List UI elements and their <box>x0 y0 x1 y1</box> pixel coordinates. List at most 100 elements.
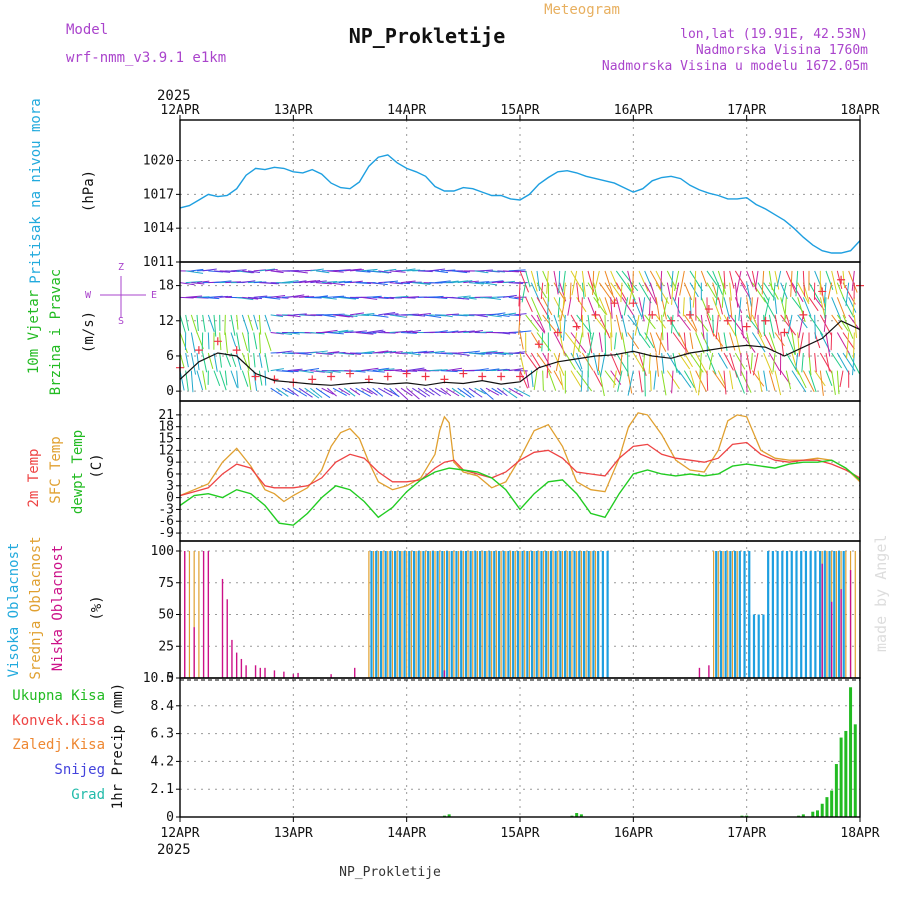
wind-arrow <box>751 353 752 369</box>
x-tick-label-bottom: 18APR <box>840 826 879 841</box>
pressure-label: Pritisak na nivou mora <box>28 98 44 283</box>
y-tick-label: 10.5 <box>143 671 174 686</box>
wind-arrow <box>667 333 668 351</box>
x-tick-label-bottom: 16APR <box>614 826 653 841</box>
temp-2m-label: 2m Temp <box>26 448 42 507</box>
high-cloud-bar <box>437 551 439 678</box>
high-cloud-bar <box>748 615 750 679</box>
wind-arrow <box>599 333 602 353</box>
wind-arrow <box>237 353 241 370</box>
wind-arrow <box>248 315 253 331</box>
wind-arrow <box>554 271 558 294</box>
mid-cloud-label: Srednja Oblacnost <box>28 536 44 679</box>
wind-arrow <box>203 353 207 372</box>
high-cloud-bar <box>555 551 557 678</box>
wind-arrow <box>678 297 679 317</box>
wind-arrow <box>639 371 642 393</box>
high-cloud-bar <box>739 551 741 678</box>
high-cloud-bar <box>781 551 783 678</box>
y-tick-label: 100 <box>151 544 174 559</box>
precip-conv-label: Konvek.Kisa <box>12 713 105 729</box>
wind-arrow <box>679 315 691 331</box>
wind-arrow <box>424 388 435 395</box>
wind-arrow <box>526 315 539 332</box>
y-tick-label: 75 <box>158 576 174 591</box>
wind-arrow <box>684 283 691 300</box>
high-cloud-bar <box>413 551 415 678</box>
precip-frz-label: Zaledj.Kisa <box>12 737 105 753</box>
y-tick-label: 18 <box>158 279 174 294</box>
wind-arrow <box>654 371 656 390</box>
gust-marker <box>667 317 675 325</box>
high-cloud-bar <box>795 551 797 678</box>
wind-arrow <box>259 371 262 386</box>
high-cloud-bar <box>370 551 372 678</box>
wind-arrow <box>225 315 226 335</box>
wind-arrow <box>469 388 482 397</box>
high-cloud-bar <box>531 551 533 678</box>
wind-arrow <box>514 352 526 353</box>
high-cloud-bar <box>720 551 722 678</box>
gust-marker <box>705 305 713 313</box>
sfc-temp-label: SFC Temp <box>48 436 64 503</box>
wind-arrow <box>775 315 779 335</box>
compass-z: Z <box>118 262 124 273</box>
high-cloud-bar <box>488 551 490 678</box>
wind-arrow <box>628 315 638 328</box>
wind-arrow <box>259 315 260 335</box>
precip-bar <box>840 738 843 817</box>
precip-bar <box>811 812 814 817</box>
wind-arrow <box>815 315 816 339</box>
wind-arrow <box>616 315 622 340</box>
high-cloud-bar <box>786 551 788 678</box>
wind-arrow <box>559 271 560 293</box>
wind-arrow <box>633 271 634 291</box>
wind-arrow <box>684 333 686 355</box>
wind-arrow <box>615 333 617 350</box>
model-name: wrf-nmm_v3.9.1 e1km <box>66 50 226 66</box>
wind-arrow <box>548 371 555 391</box>
wind-arrow <box>503 388 517 398</box>
y-tick-label: 21 <box>158 408 174 423</box>
high-cloud-bar <box>526 551 528 678</box>
wind-arrow <box>542 333 543 352</box>
wind-arrow <box>543 371 544 391</box>
high-cloud-bar <box>512 551 514 678</box>
precip-bar <box>830 791 833 817</box>
compass-e: E <box>151 290 157 301</box>
wind-arrow <box>588 297 595 316</box>
wind-arrow <box>709 353 712 370</box>
high-cloud-bar <box>484 551 486 678</box>
wind-arrow <box>214 371 220 386</box>
wind-arrow <box>582 315 583 337</box>
y-tick-label: 2.1 <box>151 782 174 797</box>
wind-arrow <box>191 315 197 334</box>
wind-arrow <box>537 271 540 291</box>
high-cloud-bar <box>517 551 519 678</box>
high-cloud-bar <box>588 551 590 678</box>
wind-arrow <box>736 271 741 295</box>
wind-arrow <box>220 353 222 368</box>
gust-marker <box>384 372 392 380</box>
wind-arrow <box>752 271 756 292</box>
precip-hail-label: Grad <box>71 787 105 803</box>
high-cloud-bar <box>743 551 745 678</box>
wind-arrow <box>534 371 537 390</box>
high-cloud-bar <box>545 551 547 678</box>
wind-arrow <box>751 297 752 320</box>
gust-marker <box>573 323 581 331</box>
wind-arrow <box>632 333 633 354</box>
wind-arrow <box>828 283 832 300</box>
high-cloud-bar <box>715 551 717 678</box>
precip-bar <box>821 804 824 817</box>
high-cloud-bar <box>522 551 524 678</box>
high-cloud-bar <box>503 551 505 678</box>
high-cloud-bar <box>569 551 571 678</box>
wind-arrow <box>781 283 788 299</box>
y-tick-label: 6 <box>166 349 174 364</box>
watermark: made by Angel <box>872 535 890 652</box>
wind-arrow <box>568 297 571 315</box>
wind-arrow <box>520 333 523 350</box>
wind-arrow <box>480 388 493 399</box>
